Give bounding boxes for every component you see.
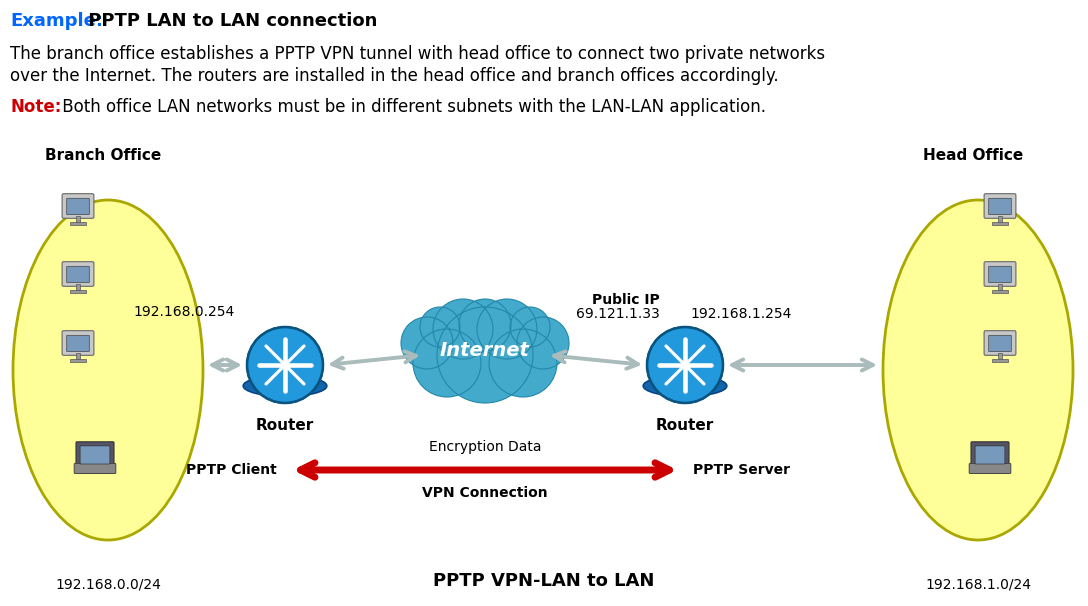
Text: 192.168.0.0/24: 192.168.0.0/24 (55, 578, 161, 592)
Text: over the Internet. The routers are installed in the head office and branch offic: over the Internet. The routers are insta… (10, 67, 779, 85)
Bar (992, 359, 1009, 362)
Bar (992, 290, 1009, 293)
FancyBboxPatch shape (74, 464, 115, 473)
FancyBboxPatch shape (62, 194, 94, 218)
FancyBboxPatch shape (989, 198, 1012, 215)
Text: Encryption Data: Encryption Data (429, 440, 541, 454)
Ellipse shape (13, 200, 203, 540)
Bar (76, 216, 79, 222)
Circle shape (510, 307, 551, 347)
FancyBboxPatch shape (62, 262, 94, 286)
Text: Router: Router (256, 418, 314, 433)
Bar (70, 222, 86, 225)
Bar (998, 284, 1002, 290)
Text: Branch Office: Branch Office (45, 148, 161, 163)
FancyBboxPatch shape (970, 442, 1009, 467)
Ellipse shape (883, 200, 1073, 540)
FancyBboxPatch shape (985, 331, 1016, 355)
Text: 192.168.1.254: 192.168.1.254 (690, 307, 791, 321)
Text: Both office LAN networks must be in different subnets with the LAN-LAN applicati: Both office LAN networks must be in diff… (57, 98, 766, 116)
Bar (998, 216, 1002, 222)
Text: 192.168.1.0/24: 192.168.1.0/24 (925, 578, 1031, 592)
Bar (70, 359, 86, 362)
Circle shape (459, 299, 511, 351)
Circle shape (401, 317, 453, 369)
Bar (76, 353, 79, 359)
Circle shape (247, 327, 323, 403)
Text: Head Office: Head Office (923, 148, 1023, 163)
Circle shape (413, 329, 481, 397)
Ellipse shape (643, 376, 727, 396)
Bar (992, 222, 1009, 225)
Circle shape (420, 307, 460, 347)
Text: Note:: Note: (10, 98, 61, 116)
FancyBboxPatch shape (975, 446, 1005, 464)
Circle shape (647, 327, 724, 403)
Text: VPN Connection: VPN Connection (422, 486, 548, 500)
Circle shape (489, 329, 557, 397)
FancyBboxPatch shape (989, 266, 1012, 282)
Circle shape (433, 299, 493, 359)
Circle shape (437, 307, 533, 403)
Text: Router: Router (656, 418, 714, 433)
FancyBboxPatch shape (76, 442, 114, 467)
Bar (76, 284, 79, 290)
FancyBboxPatch shape (62, 331, 94, 355)
FancyBboxPatch shape (985, 262, 1016, 286)
FancyBboxPatch shape (66, 266, 89, 282)
Text: PPTP LAN to LAN connection: PPTP LAN to LAN connection (82, 12, 378, 30)
Text: The branch office establishes a PPTP VPN tunnel with head office to connect two : The branch office establishes a PPTP VPN… (10, 45, 825, 63)
Text: 192.168.0.254: 192.168.0.254 (134, 305, 235, 319)
Text: Example:: Example: (10, 12, 103, 30)
Text: PPTP VPN-LAN to LAN: PPTP VPN-LAN to LAN (433, 572, 655, 590)
Circle shape (517, 317, 569, 369)
Text: 69.121.1.33: 69.121.1.33 (577, 307, 660, 321)
Text: Internet: Internet (440, 341, 530, 359)
FancyBboxPatch shape (66, 198, 89, 215)
Circle shape (477, 299, 537, 359)
FancyBboxPatch shape (969, 464, 1011, 473)
Bar (998, 353, 1002, 359)
Text: Public IP: Public IP (592, 293, 660, 307)
Ellipse shape (244, 376, 326, 396)
FancyBboxPatch shape (81, 446, 110, 464)
FancyBboxPatch shape (989, 335, 1012, 351)
Text: PPTP Client: PPTP Client (186, 463, 277, 477)
FancyBboxPatch shape (66, 335, 89, 351)
FancyBboxPatch shape (985, 194, 1016, 218)
Bar (70, 290, 86, 293)
Text: PPTP Server: PPTP Server (693, 463, 790, 477)
